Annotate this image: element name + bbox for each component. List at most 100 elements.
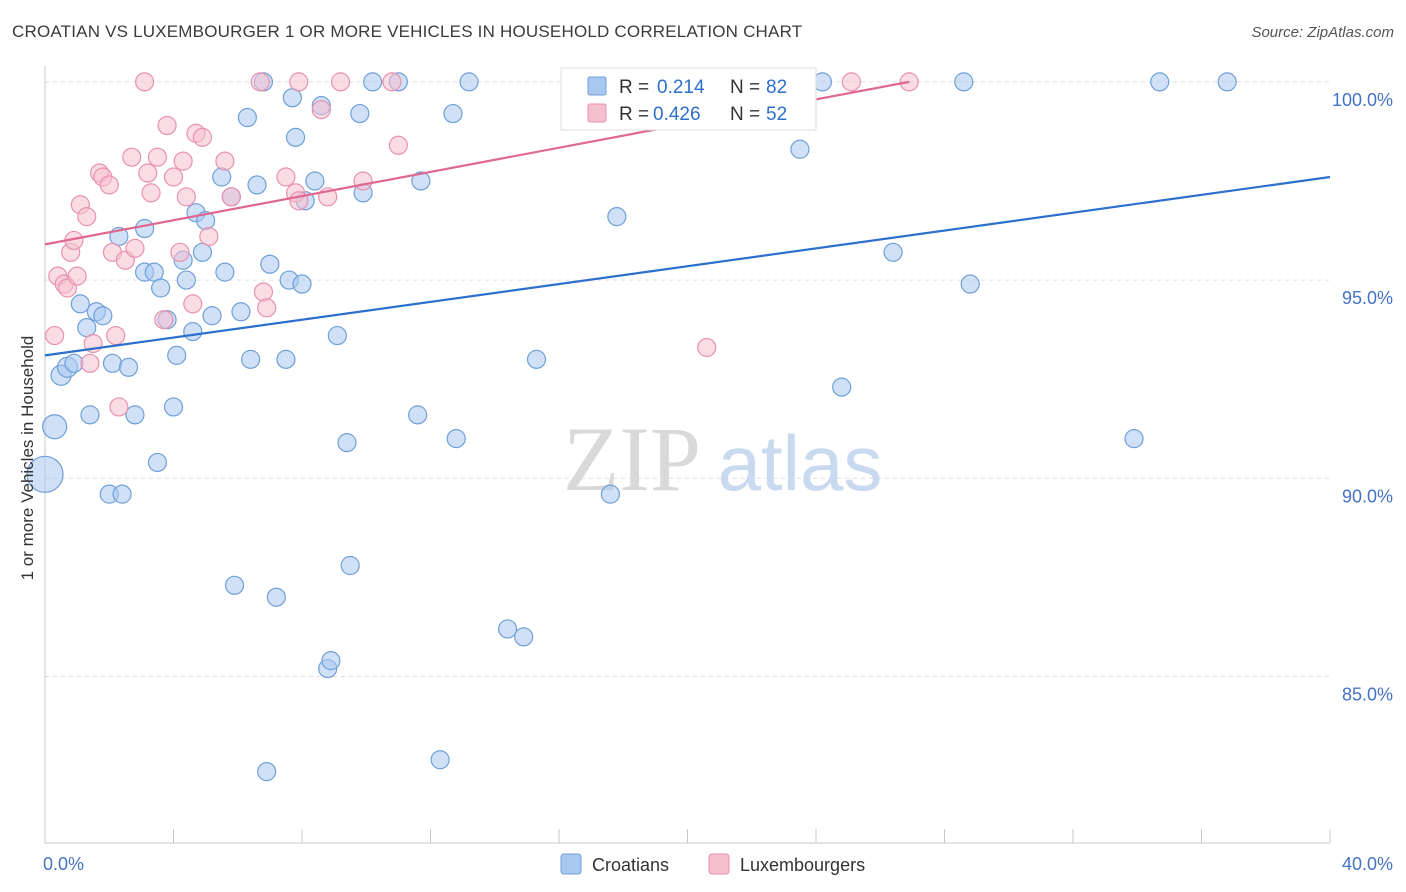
croatians-point <box>832 377 852 397</box>
croatians-point <box>1150 72 1170 92</box>
luxembourgers-point <box>157 115 177 136</box>
luxembourgers-point <box>154 310 174 330</box>
x-tick-labels: 0.0% 40.0% <box>43 854 1393 874</box>
series-legend: Croatians Luxembourgers <box>560 853 865 875</box>
croatians-point <box>112 484 132 504</box>
luxembourgers-point <box>311 100 331 120</box>
croatians-point <box>443 103 463 124</box>
croatians-point <box>607 207 627 227</box>
croatians-point <box>790 139 810 159</box>
croatians-point <box>883 242 903 262</box>
croatians-point <box>134 218 155 239</box>
luxembourgers-point <box>697 337 717 358</box>
croatians-point <box>163 397 184 417</box>
luxembourgers-point <box>67 266 87 286</box>
y-axis-label: 1 or more Vehicles in Household <box>18 336 37 581</box>
croatians-point <box>276 349 296 369</box>
croatians-point <box>363 72 383 92</box>
luxembourgers-point <box>147 147 168 167</box>
luxembourgers-point <box>330 72 351 92</box>
croatians-point <box>167 345 187 365</box>
croatians-point <box>446 429 466 449</box>
bottom-legend-swatch-croatians <box>560 853 582 875</box>
croatians-point <box>231 302 251 322</box>
croatians-point <box>305 171 325 191</box>
luxembourgers-point <box>173 151 193 171</box>
croatians-point <box>151 278 171 298</box>
legend-r-value-croatians: 0.214 <box>657 77 705 98</box>
bottom-legend-swatch-luxembourgers <box>708 853 730 875</box>
croatians-point <box>1124 429 1144 449</box>
luxembourgers-point <box>176 187 196 207</box>
luxembourgers-point <box>141 183 161 203</box>
legend-swatch-croatians <box>587 76 607 96</box>
x-tick-label-max: 40.0% <box>1342 854 1393 874</box>
legend-n-label-croatians: N = <box>730 77 760 98</box>
croatians-point <box>26 455 64 493</box>
luxembourgers-point <box>106 325 126 346</box>
luxembourgers-point <box>192 127 213 147</box>
bottom-legend-label-luxembourgers: Luxembourgers <box>740 855 865 875</box>
data-points <box>26 72 1237 782</box>
y-tick-label: 100.0% <box>1332 90 1393 110</box>
luxembourgers-point <box>125 238 145 258</box>
croatians-point <box>498 619 518 639</box>
croatians-point <box>42 414 68 440</box>
croatians-point <box>327 325 347 346</box>
croatians-point <box>64 353 84 373</box>
croatians-point <box>202 306 222 326</box>
source-label: Source: ZipAtlas.com <box>1251 24 1394 41</box>
luxembourgers-point <box>250 72 270 92</box>
luxembourgers-point <box>77 207 97 227</box>
croatians-point <box>350 103 370 124</box>
croatians-point <box>224 575 245 595</box>
croatians-point <box>70 294 90 314</box>
croatians-point <box>411 171 431 191</box>
axes <box>44 66 1331 844</box>
croatians-point <box>147 452 168 473</box>
croatians-point <box>183 322 203 342</box>
croatians-point <box>118 357 139 377</box>
legend-swatch-luxembourgers <box>587 103 607 123</box>
luxembourgers-point <box>134 72 155 92</box>
croatians-point <box>1217 72 1237 92</box>
croatians-point <box>340 555 360 576</box>
luxembourgers-point <box>215 151 235 171</box>
croatians-point <box>526 349 547 369</box>
croatians-point <box>80 405 100 425</box>
legend-r-value-luxembourgers: 0.426 <box>653 104 701 125</box>
luxembourgers-point <box>199 226 219 247</box>
croatians-point <box>321 651 341 671</box>
croatians-point <box>176 270 196 290</box>
croatians-point <box>292 274 312 294</box>
croatians-point <box>285 127 306 147</box>
croatians-point <box>459 72 479 92</box>
luxembourgers-point <box>841 72 861 92</box>
y-tick-label: 95.0% <box>1342 288 1393 308</box>
legend-n-label-luxembourgers: N = <box>730 104 760 125</box>
luxembourgers-point <box>353 171 373 191</box>
luxembourgers-point <box>289 72 309 92</box>
legend-r-label-croatians: R = <box>619 77 649 98</box>
luxembourgers-point <box>99 175 119 195</box>
croatians-point <box>257 762 277 782</box>
x-tick-label-min: 0.0% <box>43 854 84 874</box>
croatians-point <box>266 587 286 607</box>
croatians-point <box>337 433 357 453</box>
chart-title: CROATIAN VS LUXEMBOURGER 1 OR MORE VEHIC… <box>12 22 803 41</box>
luxembourgers-point <box>138 163 158 183</box>
luxembourgers-point <box>163 167 184 187</box>
watermark: ZIP atlas <box>563 408 882 510</box>
y-tick-labels: 100.0% 95.0% 90.0% 85.0% <box>1332 90 1393 705</box>
croatians-point <box>215 262 235 282</box>
luxembourgers-point <box>183 294 203 314</box>
croatians-trend-line <box>44 175 1331 357</box>
luxembourgers-point <box>80 353 100 373</box>
bottom-legend-label-croatians: Croatians <box>592 855 669 875</box>
croatians-point <box>212 167 232 187</box>
legend-n-value-luxembourgers: 52 <box>766 104 787 125</box>
stats-legend: R = 0.214 N = 82 R = 0.426 N = 52 <box>560 67 817 131</box>
croatians-point <box>93 306 113 326</box>
croatians-point <box>260 254 280 274</box>
luxembourgers-point <box>253 282 274 302</box>
